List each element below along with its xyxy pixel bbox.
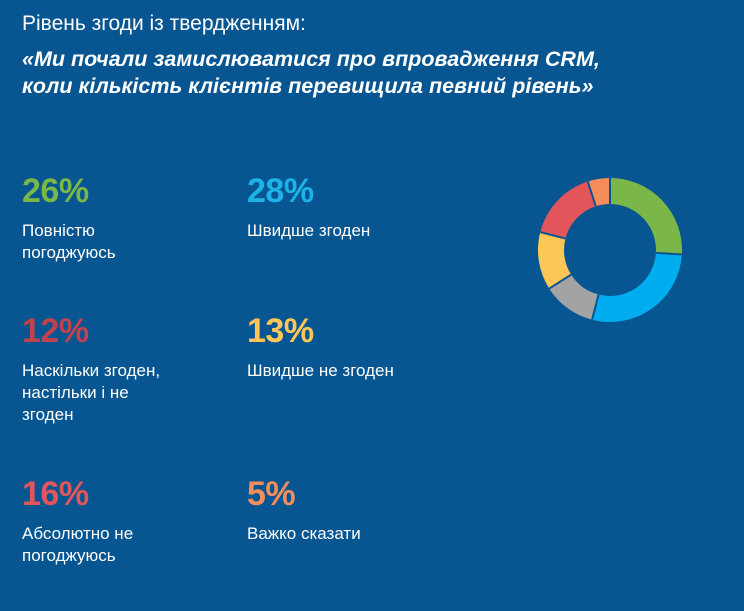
stat-value: 13% xyxy=(247,312,314,350)
stat-fully-agree: 26% Повністю погоджуюсь xyxy=(22,172,222,264)
stat-label: Важко сказати xyxy=(247,523,447,545)
subtitle: Рівень згоди із твердженням: xyxy=(22,12,306,35)
donut-slice-rather-agree xyxy=(592,252,682,322)
stat-label-line: Абсолютно не xyxy=(22,524,134,543)
donut-chart xyxy=(538,178,682,322)
stat-label-line: погоджуюсь xyxy=(22,546,116,565)
stat-neutral: 12% Наскільки згоден, настільки і не зго… xyxy=(22,312,222,426)
stat-rather-disagree: 13% Швидше не згоден xyxy=(247,312,447,382)
donut-separator xyxy=(586,181,597,207)
stat-label: Швидше згоден xyxy=(247,220,447,242)
donut-slice-rather-disagree xyxy=(538,232,572,289)
donut-slice-neutral xyxy=(549,274,600,320)
donut-slice-hard-to-say xyxy=(587,178,611,207)
stat-rather-agree: 28% Швидше згоден xyxy=(247,172,447,242)
stat-label-line: Важко сказати xyxy=(247,524,361,543)
stat-value: 26% xyxy=(22,172,89,210)
stat-fully-disagree: 16% Абсолютно не погоджуюсь xyxy=(22,475,222,567)
donut-separator xyxy=(591,294,600,320)
stat-label-line: Повністю xyxy=(22,221,95,240)
donut-separator xyxy=(548,273,572,290)
quote-line-1: «Ми почали замислюватися про впровадженн… xyxy=(22,47,600,71)
stat-value: 28% xyxy=(247,172,314,210)
header: Рівень згоди із твердженням: «Ми почали … xyxy=(22,10,732,100)
donut-slice-fully-agree xyxy=(609,178,682,255)
stat-label-line: Швидше згоден xyxy=(247,221,371,240)
donut-slice-fully-disagree xyxy=(540,181,597,240)
stat-value: 16% xyxy=(22,475,89,513)
stat-label-line: Швидше не згоден xyxy=(247,361,394,380)
stat-hard-to-say: 5% Важко сказати xyxy=(247,475,447,545)
stat-label: Повністю погоджуюсь xyxy=(22,220,222,264)
donut-separator xyxy=(655,251,682,256)
stat-label-line: Наскільки згоден, xyxy=(22,361,161,380)
donut-separator xyxy=(540,231,566,240)
quote-line-2: коли кількість клієнтів перевищила певни… xyxy=(22,74,594,98)
stat-label-line: погоджуюсь xyxy=(22,243,116,262)
stat-label: Наскільки згоден, настільки і не згоден xyxy=(22,360,222,426)
stat-label-line: настільки і не xyxy=(22,383,129,402)
stat-label: Абсолютно не погоджуюсь xyxy=(22,523,222,567)
stat-value: 12% xyxy=(22,312,89,350)
stat-label-line: згоден xyxy=(22,405,74,424)
stat-value: 5% xyxy=(247,475,296,513)
quote: «Ми почали замислюватися про впровадженн… xyxy=(22,46,732,100)
stat-label: Швидше не згоден xyxy=(247,360,447,382)
